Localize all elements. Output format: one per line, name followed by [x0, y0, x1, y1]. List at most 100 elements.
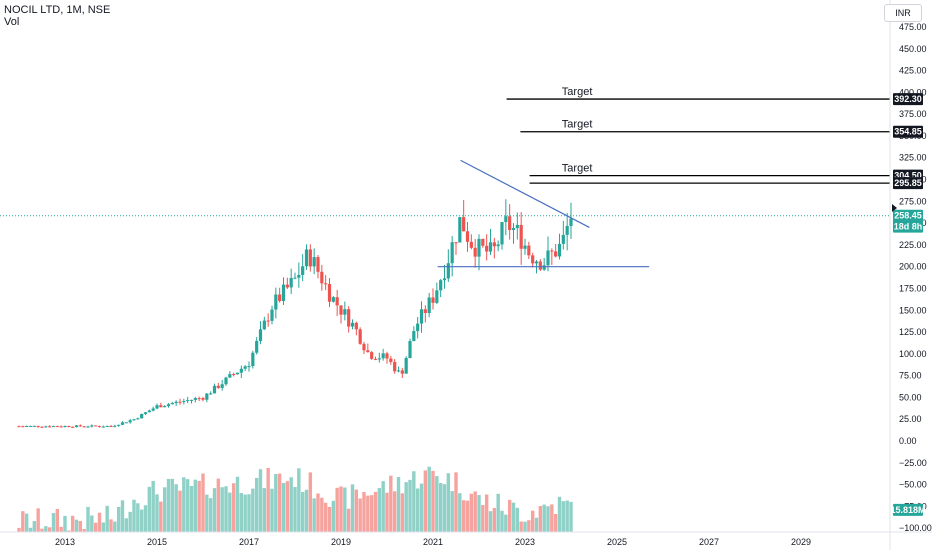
candle-body — [232, 374, 236, 376]
y-tick-label: 400.00 — [899, 87, 927, 97]
candle-body — [511, 228, 516, 230]
candle-body — [124, 422, 128, 424]
candle-body — [439, 280, 443, 291]
volume-bar — [419, 483, 424, 532]
candle-body — [454, 242, 458, 244]
volume-bar — [412, 471, 416, 532]
volume-bar — [492, 507, 497, 532]
volume-bar — [258, 469, 263, 532]
volume-bar — [228, 492, 232, 532]
volume-bar — [105, 505, 109, 532]
volume-bar — [67, 530, 71, 532]
x-tick-label: 2017 — [239, 537, 259, 547]
volume-bar — [423, 470, 428, 532]
volume-bar — [339, 486, 343, 532]
volume-bar — [477, 495, 481, 532]
y-tick-label: 100.00 — [899, 349, 927, 359]
x-tick-label: 2013 — [55, 537, 75, 547]
volume-bar — [297, 468, 301, 532]
candle-body — [32, 425, 36, 427]
candle-body — [473, 247, 477, 257]
axis-marker-icon — [892, 204, 897, 212]
candle-body — [97, 426, 102, 428]
candle-body — [220, 384, 224, 388]
volume-bar — [454, 472, 458, 532]
volume-bar — [320, 497, 324, 532]
candle-body — [25, 426, 29, 428]
candle-body — [166, 404, 171, 407]
price-label-bg — [893, 209, 923, 222]
candle-body — [140, 413, 144, 419]
volume-bar — [70, 515, 75, 532]
candle-body — [492, 242, 496, 247]
volume-bar — [431, 470, 435, 532]
candle-body — [55, 426, 59, 428]
y-tick-label: 175.00 — [899, 283, 927, 293]
volume-bar — [350, 484, 355, 532]
volume-bar — [316, 493, 320, 532]
price-label: 15.818M — [890, 505, 925, 515]
volume-bar — [427, 466, 431, 532]
y-tick-label: −25.00 — [899, 458, 927, 468]
volume-bar — [166, 478, 171, 532]
y-tick-label: 425.00 — [899, 66, 927, 76]
candle-body — [519, 224, 523, 249]
target-annotation: Target — [562, 163, 593, 175]
candle-body — [128, 420, 132, 423]
candle-body — [278, 294, 282, 302]
candle-body — [389, 358, 393, 362]
candle-body — [251, 352, 255, 367]
candle-body — [109, 426, 113, 428]
volume-bar — [527, 520, 531, 532]
candle-body — [335, 297, 339, 306]
candle-body — [366, 350, 370, 353]
candle-body — [358, 329, 362, 344]
volume-bar — [530, 510, 535, 532]
candle-body — [74, 425, 79, 427]
volume-bar — [377, 488, 382, 532]
candle-body — [255, 340, 259, 353]
y-tick-label: −50.00 — [899, 480, 927, 490]
candle-body — [67, 425, 71, 427]
candle-body — [381, 353, 385, 359]
price-label-bg — [893, 125, 923, 138]
volume-bar — [47, 527, 52, 532]
volume-bar — [469, 493, 474, 532]
candle-body — [465, 231, 470, 242]
candle-body — [308, 249, 312, 267]
x-tick-label: 2019 — [331, 537, 351, 547]
candle-body — [324, 283, 328, 285]
candle-body — [542, 265, 546, 270]
volume-bar — [270, 488, 274, 532]
target-annotation: Target — [562, 119, 593, 131]
candle-body — [258, 329, 263, 341]
y-tick-label: 475.00 — [899, 22, 927, 32]
candle-body — [117, 424, 121, 426]
candle-body — [400, 370, 404, 374]
volume-bar — [251, 488, 255, 532]
x-tick-label: 2023 — [515, 537, 535, 547]
candle-body — [270, 309, 274, 321]
volume-bar — [389, 475, 393, 532]
volume-bar — [308, 472, 313, 532]
candle-body — [147, 410, 151, 413]
volume-bar — [82, 528, 86, 532]
candle-body — [557, 243, 562, 257]
candle-body — [331, 297, 335, 302]
candle-body — [63, 425, 67, 427]
volume-bar — [74, 519, 79, 532]
volume-bar — [63, 515, 67, 532]
volume-bar — [450, 491, 454, 532]
candle-body — [44, 426, 48, 428]
candle-body — [538, 261, 542, 270]
volume-bar — [216, 478, 221, 532]
volume-bar — [500, 510, 504, 532]
x-tick-label: 2025 — [607, 537, 627, 547]
volume-bar — [143, 505, 148, 532]
volume-bar — [300, 492, 305, 532]
currency-button[interactable]: INR — [884, 4, 922, 22]
candle-body — [174, 401, 178, 404]
volume-bar — [343, 487, 347, 532]
